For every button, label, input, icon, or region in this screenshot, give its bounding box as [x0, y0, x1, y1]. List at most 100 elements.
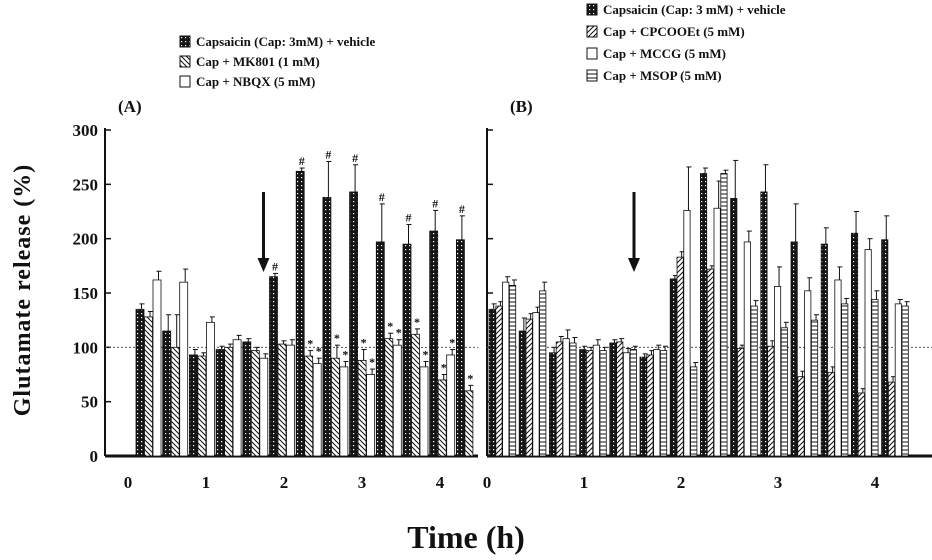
bar — [857, 392, 865, 457]
x-tick-label: 4 — [436, 473, 445, 492]
bar — [586, 350, 594, 457]
x-tick-label: 0 — [124, 473, 133, 492]
bar — [464, 390, 474, 457]
legend-entry: Cap + NBQX (5 mM) — [196, 74, 315, 89]
significance-mark: * — [396, 326, 402, 340]
significance-mark: * — [467, 371, 473, 385]
bar — [411, 333, 420, 457]
bar — [790, 241, 798, 457]
bar — [820, 243, 828, 457]
bar — [259, 357, 269, 457]
y-axis-title: Glutamate release (%) — [10, 164, 36, 416]
legend-entry: Capsaicin (Cap: 3mM) + vehicle — [196, 34, 376, 49]
stimulus-arrowhead — [257, 258, 270, 272]
significance-mark: * — [307, 337, 313, 351]
bar — [616, 341, 624, 457]
bar — [767, 345, 775, 457]
bar — [502, 281, 510, 457]
bar — [579, 349, 587, 457]
significance-mark: * — [361, 336, 367, 350]
legend-swatch — [586, 3, 598, 16]
legend-entry: Cap + MK801 (1 mM) — [196, 54, 320, 69]
significance-mark: # — [325, 148, 331, 162]
bar — [713, 207, 721, 457]
y-tick-label: 50 — [81, 393, 98, 412]
bar — [532, 312, 540, 457]
bar — [179, 281, 189, 457]
legend-swatch — [179, 35, 191, 48]
legend-a: Capsaicin (Cap: 3mM) + vehicle Cap + MK80… — [179, 34, 376, 89]
bar — [419, 366, 429, 457]
bar — [232, 339, 242, 457]
bar — [224, 346, 234, 457]
bar — [609, 342, 617, 457]
bar — [750, 305, 758, 457]
bar — [135, 308, 145, 457]
bar — [592, 344, 600, 457]
bar — [488, 308, 496, 457]
bar — [250, 350, 260, 457]
bar — [170, 346, 180, 457]
bar — [569, 342, 577, 457]
panel-a-plot: ## # #### #* * ** **** *****0 1 2 3 4 — [104, 128, 478, 492]
bar — [525, 318, 533, 457]
bar — [539, 290, 547, 457]
x-tick-label: 3 — [358, 473, 367, 492]
significance-mark: # — [406, 211, 412, 225]
legend-entry: Capsaicin (Cap: 3 mM) + vehicle — [603, 2, 786, 17]
x-tick-label: 2 — [280, 473, 289, 492]
x-tick-label: 2 — [677, 473, 686, 492]
significance-mark: # — [352, 151, 358, 165]
bar — [760, 191, 768, 457]
legend-swatch — [586, 47, 598, 60]
bar — [312, 363, 322, 457]
bar — [429, 230, 439, 457]
legend-entry: Cap + CPCOOEt (5 mM) — [603, 24, 745, 39]
bar — [623, 352, 631, 457]
bar — [743, 241, 751, 457]
significance-mark: * — [441, 361, 447, 375]
bar — [599, 350, 607, 457]
bar — [780, 327, 788, 457]
bar — [851, 232, 859, 457]
y-tick-label: 150 — [73, 284, 99, 303]
y-tick-label: 250 — [73, 175, 99, 194]
bar — [402, 243, 412, 457]
panel-b-label: (B) — [510, 97, 533, 116]
legend-swatch — [179, 55, 191, 68]
bar — [888, 381, 896, 457]
bar — [295, 170, 305, 457]
bar — [152, 279, 162, 457]
legend-swatch — [586, 69, 598, 82]
bar — [700, 173, 708, 457]
y-tick-label: 200 — [73, 230, 99, 249]
legend-swatch — [179, 75, 191, 88]
bar — [660, 350, 668, 457]
bar — [811, 319, 819, 457]
bar — [339, 366, 349, 457]
significance-mark: * — [449, 336, 455, 350]
bar — [357, 359, 367, 457]
bar — [384, 338, 394, 457]
bar — [277, 343, 287, 457]
significance-mark: # — [459, 202, 465, 216]
bar — [676, 256, 684, 457]
bar — [437, 379, 447, 457]
y-tick-label: 100 — [73, 338, 99, 357]
bar — [446, 354, 456, 457]
bar — [304, 355, 314, 457]
bar — [827, 371, 835, 457]
stimulus-arrowhead — [628, 258, 640, 272]
bar — [841, 303, 849, 457]
bar — [653, 349, 661, 457]
x-tick-label: 1 — [202, 473, 211, 492]
bar — [188, 354, 198, 457]
bar — [366, 374, 376, 457]
bar — [375, 241, 385, 457]
bar — [286, 344, 295, 457]
bar — [669, 278, 677, 457]
bar — [881, 239, 889, 457]
x-tick-label: 4 — [871, 473, 880, 492]
bar — [864, 249, 872, 457]
